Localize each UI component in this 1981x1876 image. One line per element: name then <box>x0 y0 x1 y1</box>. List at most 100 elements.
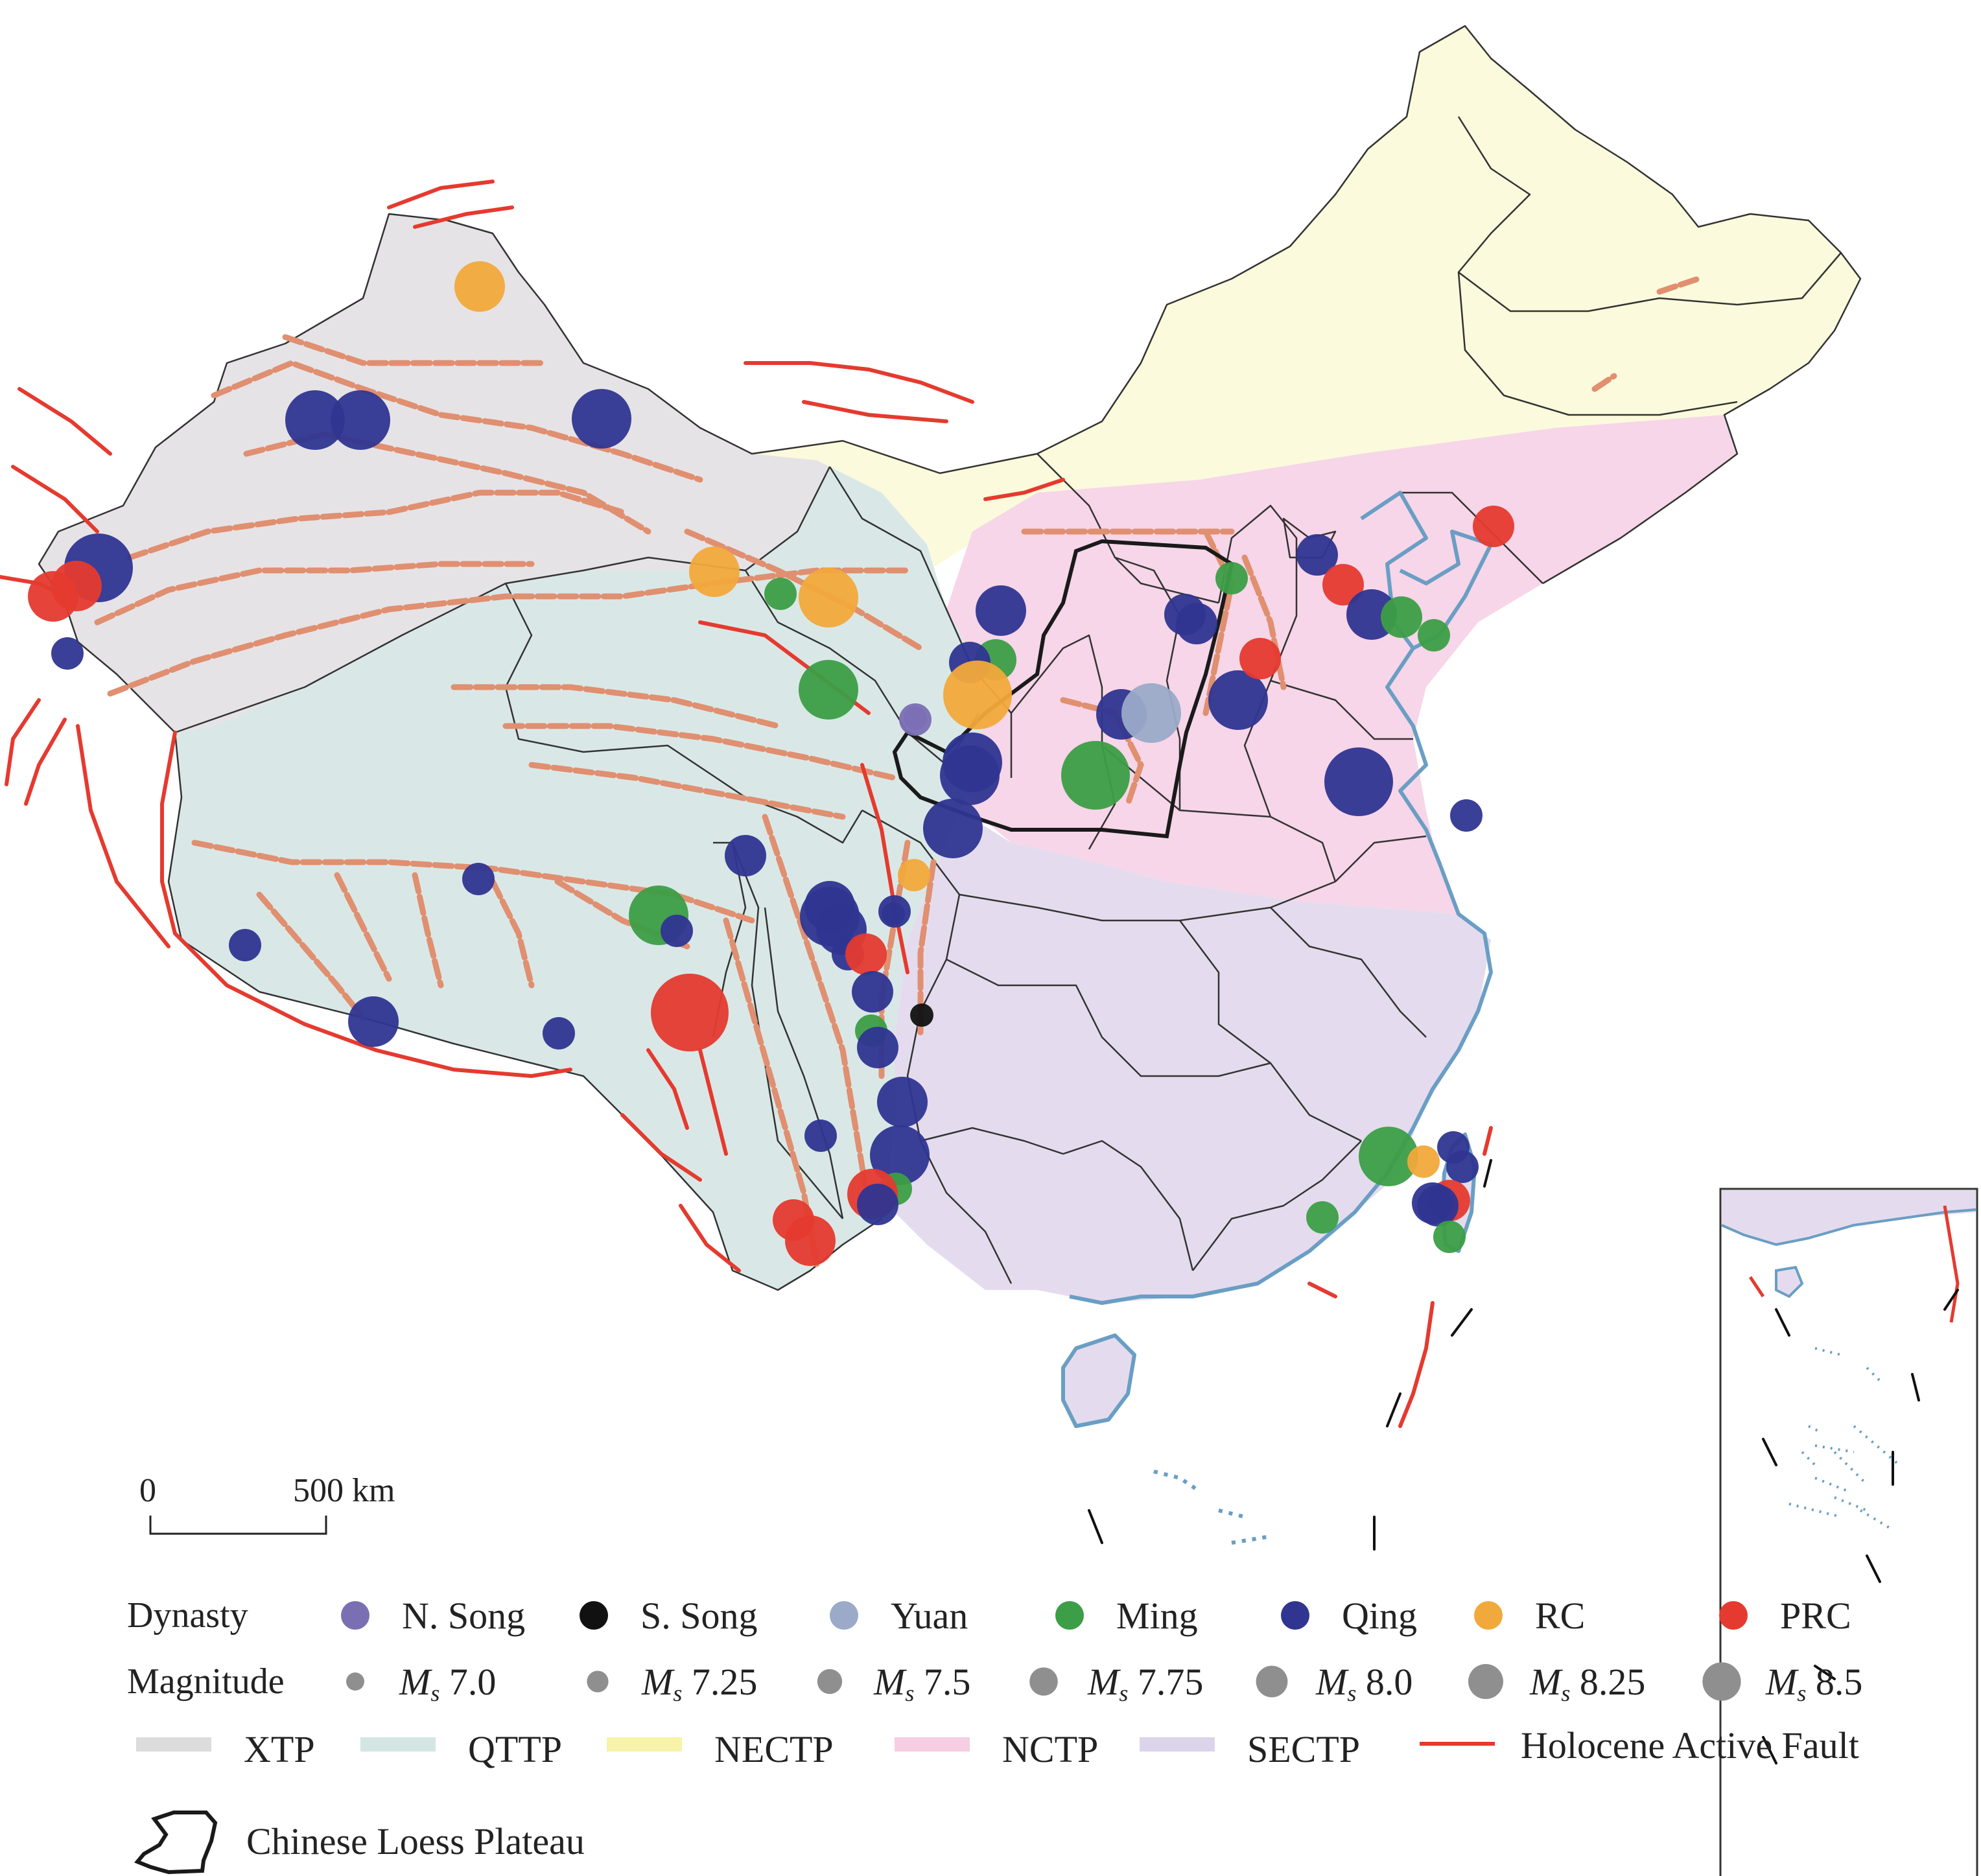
earthquake-point <box>572 389 631 449</box>
zone-nectp <box>752 26 1860 583</box>
earthquake-point <box>1450 799 1483 832</box>
holocene-fault <box>413 205 514 229</box>
fault-zone <box>334 872 392 982</box>
fault-zone <box>126 489 626 561</box>
earthquake-point <box>870 1125 930 1185</box>
trench-marks <box>1088 1159 1492 1551</box>
legend-zone-label: NECTP <box>714 1728 834 1770</box>
earthquake-point <box>904 707 927 730</box>
earthquake-point <box>51 637 84 670</box>
earthquake-point <box>1433 1221 1466 1253</box>
earthquake-point <box>725 835 766 876</box>
border-guangdong <box>1192 1140 1362 1271</box>
earthquake-point <box>852 971 893 1013</box>
legend-magnitude-label: Ms 7.5 <box>873 1661 970 1706</box>
holocene-fault <box>1483 1126 1493 1156</box>
zone-qttp <box>169 467 1011 1290</box>
trench-mark <box>1088 1509 1103 1544</box>
legend-zone-swatch <box>895 1737 970 1752</box>
legend-magnitude-swatch <box>587 1671 609 1693</box>
border-henan <box>1101 745 1337 882</box>
legend-magnitude-swatch <box>346 1672 364 1691</box>
earthquake-point <box>689 546 740 597</box>
holocene-fault <box>860 763 909 974</box>
holocene-fault <box>698 1048 728 1156</box>
legend-dynasty-swatch <box>1719 1601 1748 1630</box>
legend-magnitude-swatch <box>817 1669 843 1694</box>
legend-zone-label: SECTP <box>1247 1728 1360 1770</box>
holocene-fault <box>24 718 67 806</box>
inset-coast <box>1721 1208 1976 1247</box>
earthquake-point <box>857 1027 898 1068</box>
earthquake-point <box>799 660 858 720</box>
earthquake-point <box>661 915 693 947</box>
holocene-fault <box>983 478 1065 501</box>
legend-dynasty-label: N. Song <box>402 1595 525 1637</box>
earthquake-point <box>285 390 345 450</box>
legend-zone-items: XTP QTTP NECTP NCTP SECTP <box>136 1728 1360 1770</box>
earthquake-point <box>348 996 399 1047</box>
legend-magnitude-items: Ms 7.0 Ms 7.25 Ms 7.5 Ms 7.75 Ms 8.0 Ms 8.25 M… <box>346 1661 1862 1706</box>
earthquake-point <box>1322 564 1364 605</box>
holocene-fault <box>1398 1301 1435 1428</box>
inset-trench <box>1762 1289 1959 1765</box>
earthquake-point <box>1407 1145 1440 1178</box>
border-guangxi <box>919 1140 1013 1284</box>
zone-nctp <box>946 415 1737 914</box>
trench-mark <box>1386 1392 1401 1427</box>
border-sichuan <box>731 842 843 1219</box>
fault-zone <box>1060 697 1144 807</box>
fault-zone <box>1591 373 1617 392</box>
legend-magnitude-swatch <box>1029 1667 1058 1696</box>
legend-zone-swatch <box>136 1737 211 1752</box>
trench-mark <box>1943 1289 1959 1311</box>
border-shanxi <box>1114 556 1181 810</box>
inset-islands <box>1788 1347 1901 1518</box>
holocene-faults <box>0 180 1493 1428</box>
earthquake-point <box>1208 670 1268 730</box>
holocene-fault <box>387 180 495 209</box>
legend-magnitude-label: Ms 7.0 <box>399 1661 496 1706</box>
earthquake-points <box>28 261 1514 1266</box>
holocene-fault <box>620 1113 702 1182</box>
scale-bar-value: 500 km <box>293 1472 395 1509</box>
earthquake-point <box>1359 1127 1418 1186</box>
legend-dynasty-items: N. Song S. Song Yuan Ming Qing RC PRC <box>341 1595 1851 1637</box>
legend-dynasty-swatch <box>1055 1601 1084 1630</box>
earthquake-point <box>898 859 930 891</box>
earthquake-point <box>1061 741 1130 810</box>
border-hubei <box>959 880 1336 922</box>
country-outline <box>285 25 1862 585</box>
border-xinjiang-tibet <box>174 466 831 734</box>
border-jiangxi <box>1179 920 1362 1142</box>
trench-mark <box>1483 1159 1492 1188</box>
legend-dynasty-title: Dynasty <box>127 1595 248 1636</box>
legend-zone-swatch <box>607 1737 682 1752</box>
earthquake-point <box>1215 562 1248 594</box>
earthquake-point <box>1239 638 1281 679</box>
earthquake-point <box>28 571 78 622</box>
earthquake-point <box>1412 1182 1453 1224</box>
fault-zone <box>489 878 535 989</box>
earthquake-point <box>785 1215 836 1266</box>
earthquake-point <box>1121 683 1181 743</box>
earthquake-point <box>1296 534 1338 576</box>
earthquake-point <box>1324 747 1393 816</box>
border-qinghai <box>504 583 863 844</box>
holocene-fault <box>18 387 112 456</box>
trench-mark <box>1451 1308 1473 1337</box>
holocene-fault <box>802 400 948 423</box>
earthquake-point <box>1418 619 1450 651</box>
earthquake-point <box>857 1184 898 1225</box>
border-zhejiang <box>1270 907 1427 1038</box>
border-jiangsu <box>1335 835 1427 882</box>
trench-mark <box>1762 1736 1777 1765</box>
legend-dynasty-swatch <box>341 1601 369 1630</box>
legend-dynasty-label: Qing <box>1342 1595 1417 1637</box>
earthquake-point <box>1176 603 1217 644</box>
border-guizhou <box>920 1127 1194 1271</box>
earthquake-point <box>229 929 261 961</box>
legend-magnitude-label: Ms 8.5 <box>1765 1661 1862 1706</box>
earthquake-point <box>804 1120 837 1152</box>
